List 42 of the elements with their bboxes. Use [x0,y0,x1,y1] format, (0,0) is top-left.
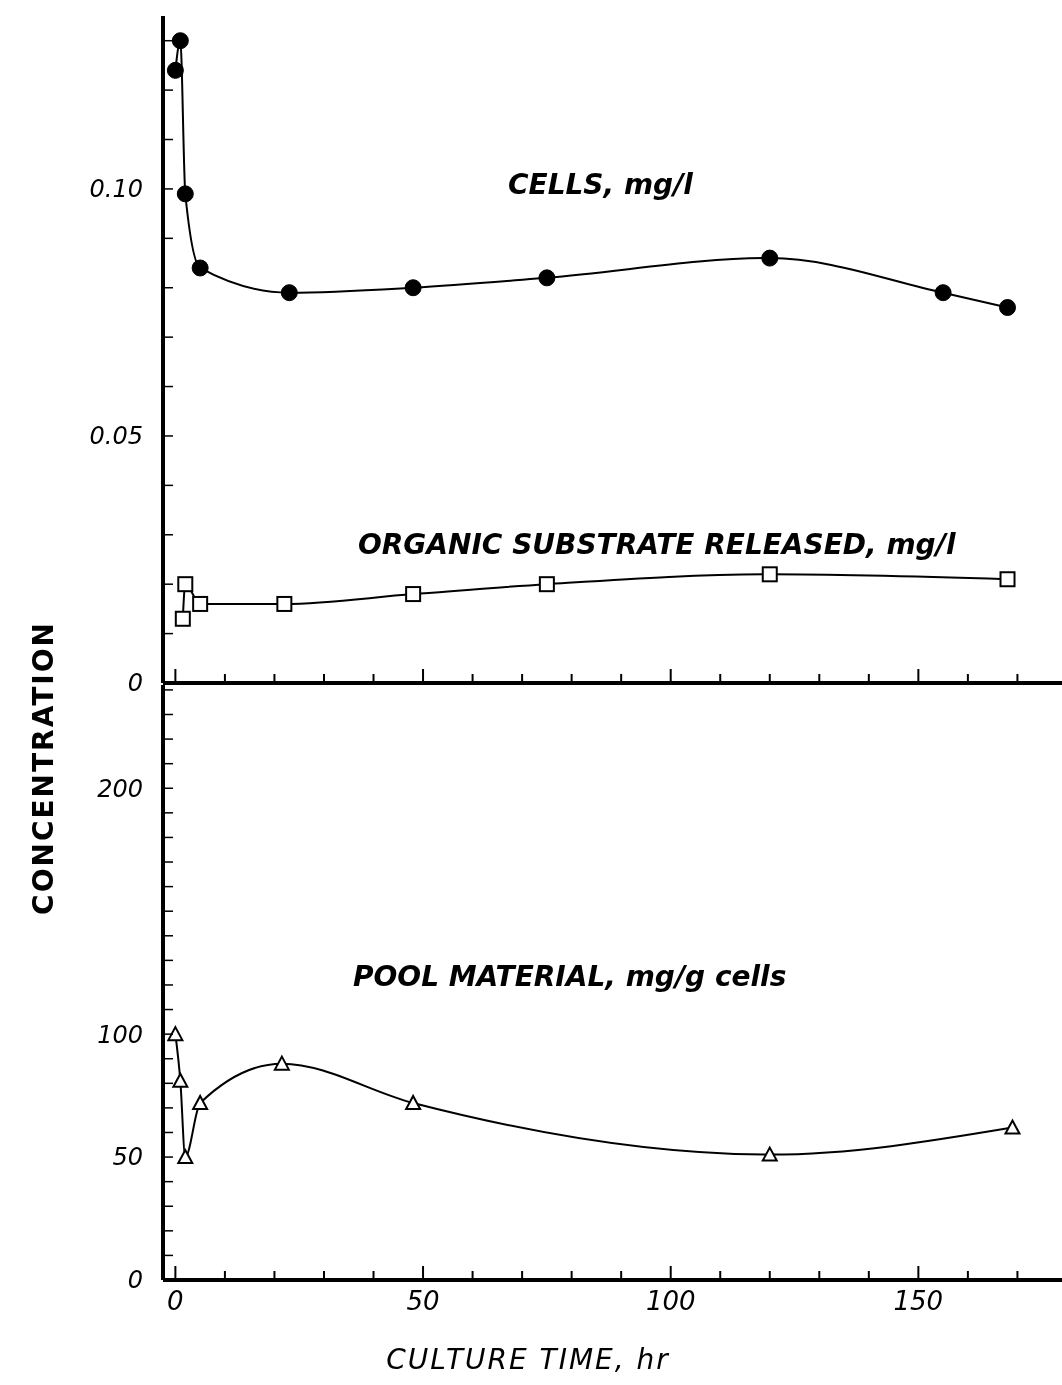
series-label: ORGANIC SUBSTRATE RELEASED, mg/l [358,528,956,561]
point [176,185,194,203]
point [166,61,184,79]
point [167,1026,184,1042]
point [761,249,779,267]
text: CELLS, mg/l [508,168,693,201]
point [280,284,298,302]
y-tick-label: 0.05 [89,422,143,451]
point [934,284,952,302]
point [1004,1119,1021,1135]
x-tick-label: 100 [645,1286,696,1316]
x-tick-label: 150 [893,1286,944,1316]
point [761,1146,778,1162]
point [192,595,209,612]
y-tick-label: 200 [97,774,143,803]
text: POOL MATERIAL, mg/g cells [353,960,787,993]
point [177,1149,194,1165]
point [761,566,778,583]
y-tick-label: 0 [127,669,143,698]
point [538,576,555,593]
point [177,576,194,593]
point [999,299,1017,316]
x-axis-title: CULTURE TIME, hr [385,1343,671,1376]
point [172,1072,189,1088]
point [404,279,422,297]
point [171,32,189,50]
point [405,1094,422,1110]
y-axis-title: CONCENTRATION [26,621,60,915]
point [273,1055,290,1071]
point [999,571,1016,588]
x-tick-label: 50 [406,1286,440,1316]
y-tick-label: 50 [112,1143,143,1172]
point [174,610,191,627]
point [405,586,422,603]
y-tick-label: 100 [97,1020,143,1049]
point [538,269,556,287]
point [276,595,293,612]
y-tick-label: 0 [127,1266,143,1295]
y-tick-label: 0.10 [89,175,143,204]
point [191,259,209,277]
x-tick-label: 0 [167,1286,184,1316]
point [192,1094,209,1110]
